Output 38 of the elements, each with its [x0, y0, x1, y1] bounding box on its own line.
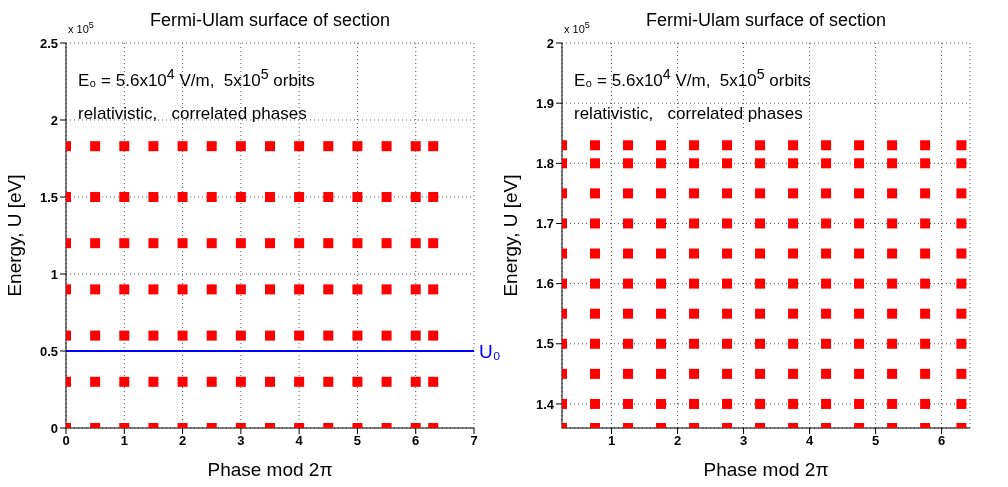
x-tick-label: 3: [237, 433, 245, 449]
x-tick-label: 4: [295, 433, 304, 449]
x-tick-label: 5: [871, 433, 880, 449]
y-tick-label: 1: [50, 266, 58, 282]
y-tick-label: 2: [50, 112, 58, 128]
y-tick-label: 1.7: [535, 216, 554, 232]
annotation: relativistic, correlated phases: [78, 104, 307, 124]
y-tick-label: 1.4: [535, 396, 555, 412]
x-tick-label: 0: [62, 433, 70, 449]
chart-title: Fermi-Ulam surface of section: [645, 10, 887, 30]
x-tick-label: 3: [739, 433, 748, 449]
x-axis-title: Phase mod 2π: [703, 459, 829, 480]
x-tick-label: 1: [607, 433, 616, 449]
x-tick-label: 6: [412, 433, 420, 449]
x-tick-label: 4: [805, 433, 814, 449]
text: x 10$^{5}$: [564, 20, 590, 35]
x-axis-title: Phase mod 2π: [207, 459, 333, 480]
text: x 10$^{5}$: [68, 20, 94, 35]
x-tick-label: 1: [120, 433, 128, 449]
x-tick-label: 6: [937, 433, 946, 449]
x-tick-label: 2: [673, 433, 682, 449]
chart-title: Fermi-Ulam surface of section: [149, 10, 391, 30]
y-tick-label: 1.5: [39, 189, 58, 205]
y-tick-label: 2: [546, 35, 554, 51]
annotation: E₀ = 5.6x10$^{4}$ V/m, 5x10$^{5}$ orbits: [574, 66, 811, 91]
y-tick-label: 0.5: [39, 343, 58, 359]
ref-line-label: U₀: [479, 340, 501, 362]
x-tick-label: 7: [470, 433, 478, 449]
y-tick-label: 1.6: [535, 276, 554, 292]
y-tick-label: 1.5: [535, 336, 554, 352]
annotation: E₀ = 5.6x10$^{4}$ V/m, 5x10$^{5}$ orbits: [78, 66, 315, 91]
x-tick-label: 5: [353, 433, 362, 449]
x-tick-label: 2: [178, 433, 187, 449]
y-tick-label: 1.9: [535, 95, 554, 111]
annotation: relativistic, correlated phases: [574, 104, 803, 124]
y-tick-label: 1.8: [535, 155, 554, 171]
y-tick-label: 0: [50, 420, 58, 436]
y-tick-label: 2.5: [39, 35, 58, 51]
